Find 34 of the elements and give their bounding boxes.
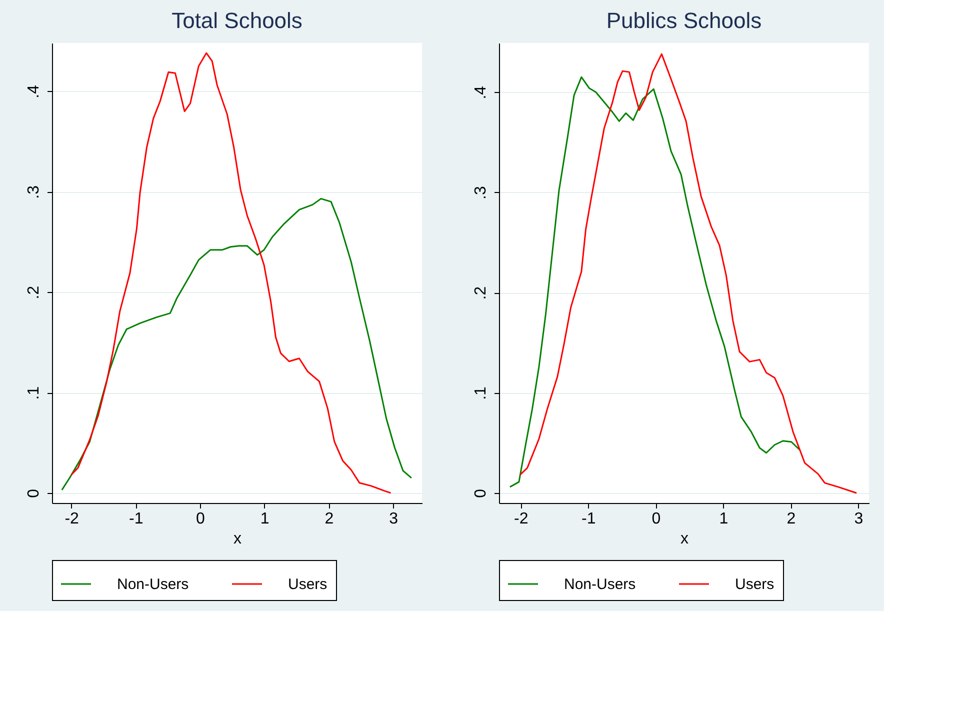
y-tick-label: .1	[26, 386, 42, 400]
y-tick-label: 0	[472, 488, 490, 498]
line-series	[509, 76, 800, 488]
x-tick-label: -1	[582, 510, 596, 528]
x-tick-label: 3	[854, 510, 864, 528]
y-tick-label: .3	[472, 186, 490, 200]
legend-label: Users	[288, 576, 328, 593]
x-tick-label: 0	[196, 510, 206, 528]
line-series	[519, 53, 858, 494]
x-tick-label: -1	[129, 510, 144, 528]
x-tick-label: 0	[652, 510, 661, 528]
y-tick-label: .2	[472, 286, 490, 300]
x-tick-label: 2	[786, 510, 796, 528]
y-tick-label: .4	[472, 86, 490, 100]
y-tick-label: .4	[26, 84, 42, 98]
legend-label: Non-Users	[117, 576, 189, 593]
y-tick-label: 0	[26, 488, 42, 498]
x-axis-title: x	[234, 530, 242, 548]
y-tick-label: .3	[26, 185, 42, 199]
line-series	[61, 198, 412, 491]
y-tick-label: .2	[26, 286, 42, 300]
line-series	[70, 52, 392, 494]
x-tick-label: -2	[64, 510, 80, 528]
chart-title: Publics Schools	[606, 8, 762, 33]
x-tick-label: 3	[389, 510, 398, 528]
x-tick-label: 2	[324, 510, 334, 528]
y-tick-label: .1	[472, 386, 490, 400]
legend-label: Non-Users	[564, 576, 636, 593]
x-axis-title: x	[680, 530, 688, 548]
chart-title: Total Schools	[172, 8, 302, 33]
x-tick-label: 1	[719, 510, 728, 528]
x-tick-label: -2	[514, 510, 528, 528]
x-tick-label: 1	[260, 510, 270, 528]
legend-label: Users	[735, 576, 774, 593]
